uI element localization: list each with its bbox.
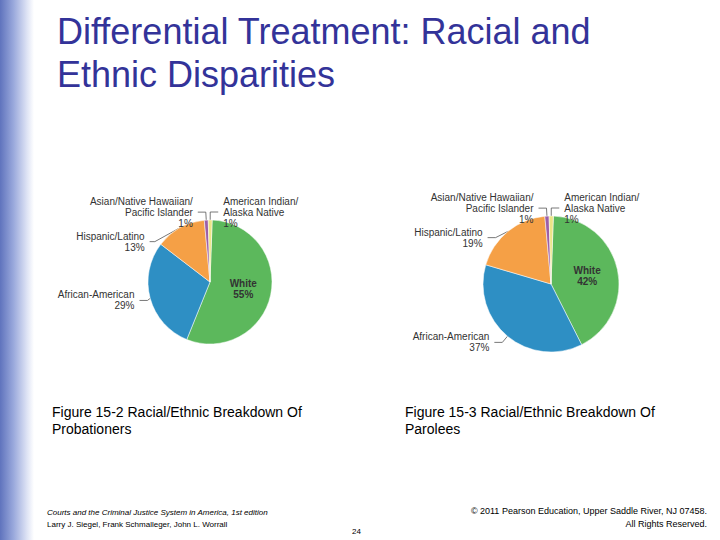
svg-text:1%: 1% xyxy=(519,214,534,225)
svg-text:Alaska Native: Alaska Native xyxy=(223,207,285,218)
svg-text:13%: 13% xyxy=(125,242,145,253)
svg-text:37%: 37% xyxy=(469,342,489,353)
html-text:Differential Treatment: Racial: Differential Treatment: Racial and Ethni… xyxy=(57,11,591,95)
svg-text:Hispanic/Latino: Hispanic/Latino xyxy=(414,227,483,238)
svg-text:1%: 1% xyxy=(564,214,579,225)
svg-text:1%: 1% xyxy=(223,218,238,229)
svg-text:Pacific Islander: Pacific Islander xyxy=(125,207,193,218)
svg-text:55%: 55% xyxy=(233,289,253,300)
svg-text:White: White xyxy=(230,278,258,289)
svg-text:Hispanic/Latino: Hispanic/Latino xyxy=(76,231,145,242)
html-text:Larry J. Siegel, Frank Schmall: Larry J. Siegel, Frank Schmalleger, John… xyxy=(47,520,228,529)
svg-text:African-American: African-American xyxy=(58,289,135,300)
svg-text:White: White xyxy=(574,265,602,276)
svg-text:Figure 15-3 Racial/Ethnic Brea: Figure 15-3 Racial/Ethnic Breakdown Of xyxy=(405,404,659,420)
svg-text:Parolees: Parolees xyxy=(405,421,460,437)
svg-text:29%: 29% xyxy=(114,300,134,311)
html-text:24: 24 xyxy=(352,527,361,536)
svg-text:Probationers: Probationers xyxy=(52,421,131,437)
svg-text:Asian/Native Hawaiian/: Asian/Native Hawaiian/ xyxy=(431,192,534,203)
svg-text:1%: 1% xyxy=(178,218,193,229)
html-text:© 2011 Pearson Education, Uppe: © 2011 Pearson Education, Upper Saddle R… xyxy=(470,506,707,516)
svg-text:42%: 42% xyxy=(577,276,597,287)
svg-text:Figure 15-2 Racial/Ethnic Brea: Figure 15-2 Racial/Ethnic Breakdown Of xyxy=(52,404,306,420)
svg-text:American Indian/: American Indian/ xyxy=(564,192,639,203)
svg-text:19%: 19% xyxy=(463,238,483,249)
svg-text:African-American: African-American xyxy=(413,331,490,342)
html-text:Courts and the Criminal Justic: Courts and the Criminal Justice System i… xyxy=(47,508,268,517)
svg-text:Alaska Native: Alaska Native xyxy=(564,203,626,214)
svg-text:Pacific Islander: Pacific Islander xyxy=(466,203,534,214)
svg-text:American Indian/: American Indian/ xyxy=(223,196,298,207)
svg-text:Asian/Native Hawaiian/: Asian/Native Hawaiian/ xyxy=(90,196,193,207)
html-text:All Rights Reserved.: All Rights Reserved. xyxy=(625,519,707,529)
